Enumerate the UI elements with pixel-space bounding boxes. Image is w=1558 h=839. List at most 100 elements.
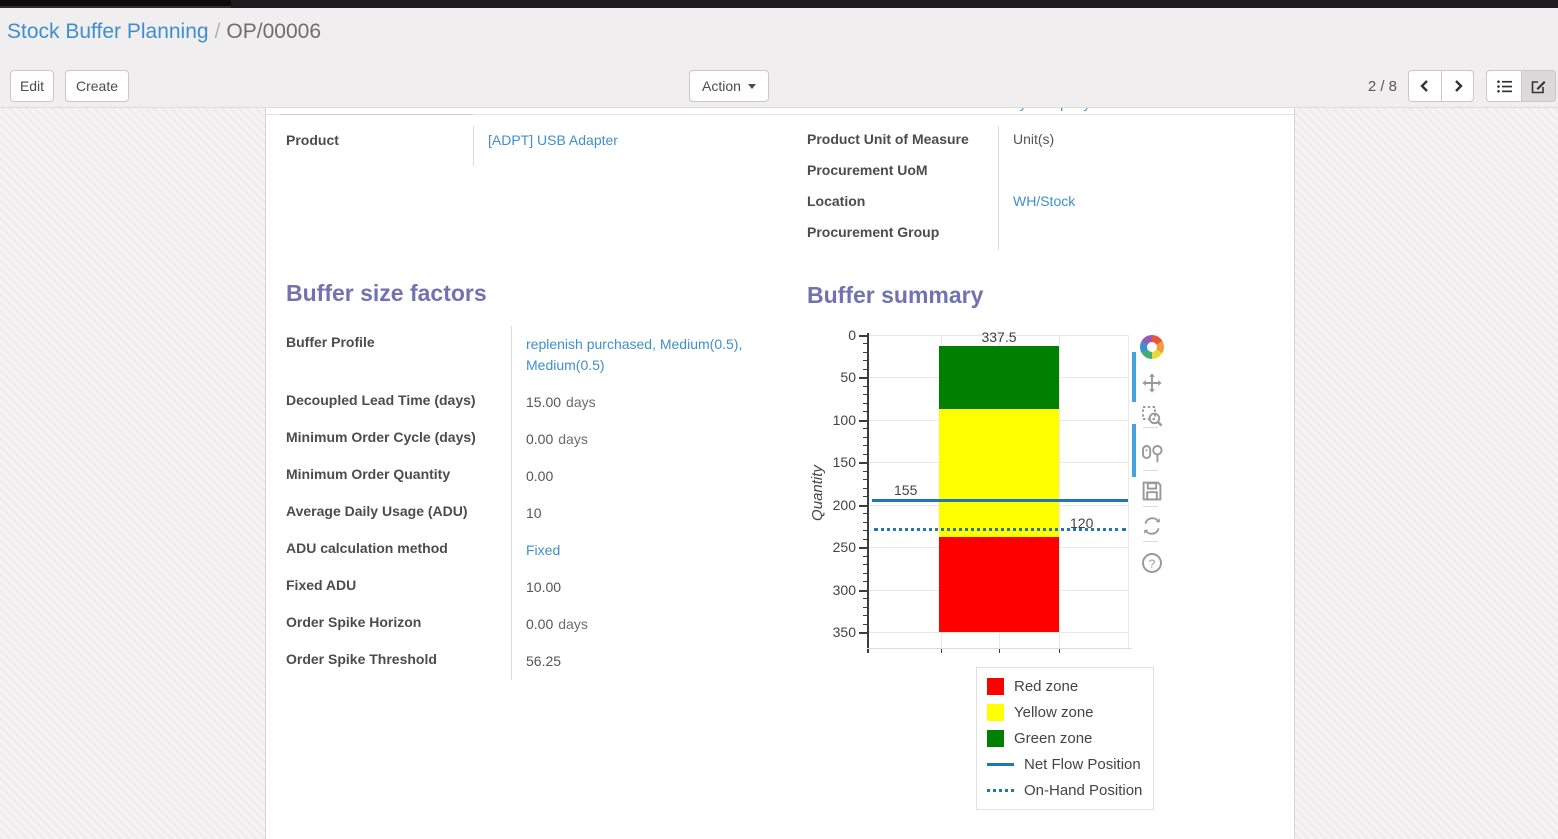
action-dropdown-button[interactable]: Action bbox=[689, 70, 769, 102]
field-value: 0.00 bbox=[511, 458, 776, 495]
form-view-background: My Company Product [ADPT] USB Adapter Pro… bbox=[0, 108, 1558, 839]
legend-item-on-hand-position[interactable]: On-Hand Position bbox=[977, 777, 1153, 803]
list-view-icon bbox=[1496, 79, 1512, 93]
chart-h-gridline bbox=[868, 335, 1129, 336]
chart-v-gridline bbox=[1059, 335, 1060, 648]
legend-item-green-zone[interactable]: Green zone bbox=[977, 725, 1153, 751]
field-value: 10 bbox=[511, 495, 776, 532]
save-icon[interactable] bbox=[1140, 479, 1164, 503]
chevron-left-icon bbox=[1420, 80, 1428, 92]
pan-icon[interactable] bbox=[1140, 371, 1164, 395]
buffer-summary-title: Buffer summary bbox=[807, 282, 984, 308]
top-navbar bbox=[0, 0, 1558, 8]
form-view-icon bbox=[1531, 80, 1546, 93]
chart-bar-green-zone bbox=[939, 345, 1059, 410]
field-value-link[interactable]: Fixed bbox=[526, 542, 561, 558]
legend-label: Green zone bbox=[1014, 729, 1093, 747]
field-value: 15.00 days bbox=[511, 384, 776, 421]
chart-y-major-tick bbox=[859, 632, 868, 634]
clipped-company-value: My Company bbox=[1008, 108, 1128, 113]
field-label: Product bbox=[286, 132, 339, 148]
buffer-summary-chart: Quantity bbox=[806, 323, 1174, 668]
field-value-text: 56.25 bbox=[526, 653, 562, 669]
chart-on-hand-line bbox=[874, 528, 1126, 532]
legend-item-yellow-zone[interactable]: Yellow zone bbox=[977, 699, 1153, 725]
chart-y-major-tick bbox=[859, 589, 868, 592]
breadcrumb-parent-link[interactable]: Stock Buffer Planning bbox=[7, 20, 209, 43]
chart-y-tick-label: 350 bbox=[832, 624, 856, 640]
chart-bar-value-label: 337.5 bbox=[981, 328, 1017, 345]
caret-down-icon bbox=[747, 83, 756, 89]
field-label: ADU calculation method bbox=[286, 540, 448, 556]
chart-y-minor-tick bbox=[863, 521, 868, 523]
chart-y-minor-tick bbox=[863, 445, 868, 447]
field-label: Buffer Profile bbox=[286, 334, 375, 350]
field-label: Order Spike Threshold bbox=[286, 651, 437, 667]
modebar-divider bbox=[1143, 541, 1158, 542]
chart-y-major-tick bbox=[859, 462, 868, 465]
chart-x-axis bbox=[867, 648, 1132, 649]
field-suffix: days bbox=[566, 394, 596, 410]
chart-y-minor-tick bbox=[863, 572, 868, 574]
field-value: Unit(s) bbox=[998, 126, 1275, 157]
edit-button[interactable]: Edit bbox=[10, 70, 54, 102]
form-sheet: My Company Product [ADPT] USB Adapter Pro… bbox=[265, 108, 1295, 839]
chart-y-minor-tick bbox=[863, 428, 868, 430]
field-value: 0.00 days bbox=[511, 606, 776, 643]
chart-y-major-tick bbox=[859, 335, 868, 337]
breadcrumb-current: OP/00006 bbox=[226, 20, 321, 43]
chart-line-value-label: 155 bbox=[894, 482, 918, 499]
chart-y-minor-tick bbox=[863, 402, 868, 404]
compare-hover-icon[interactable] bbox=[1140, 443, 1164, 467]
legend-item-red-zone[interactable]: Red zone bbox=[977, 673, 1153, 699]
chart-y-tick-label: 300 bbox=[832, 581, 856, 598]
chart-y-minor-tick bbox=[863, 598, 868, 600]
svg-text:?: ? bbox=[1149, 557, 1156, 571]
chart-y-minor-tick bbox=[863, 615, 868, 617]
chart-line-value-label: 120 bbox=[1070, 515, 1094, 532]
breadcrumb: Stock Buffer Planning / OP/00006 bbox=[7, 20, 321, 44]
field-value-link[interactable]: replenish purchased, Medium(0.5), Medium… bbox=[526, 336, 743, 373]
field-value-text: Unit(s) bbox=[1013, 131, 1055, 147]
pager-next-button[interactable] bbox=[1441, 70, 1474, 102]
form-view-button[interactable] bbox=[1521, 70, 1556, 102]
box-zoom-icon[interactable] bbox=[1140, 404, 1164, 428]
chart-bar-red-zone bbox=[939, 536, 1059, 632]
chart-y-major-tick bbox=[859, 504, 868, 507]
chart-y-minor-tick bbox=[863, 606, 868, 608]
field-value-link[interactable]: [ADPT] USB Adapter bbox=[488, 132, 618, 148]
modebar-active-indicator bbox=[1132, 352, 1136, 402]
reset-axes-icon[interactable] bbox=[1140, 514, 1164, 538]
chart-x-tick bbox=[1059, 649, 1060, 653]
field-value: WH/Stock bbox=[998, 188, 1275, 219]
field-value: Fixed bbox=[511, 532, 776, 569]
field-value-text: 15.00 bbox=[526, 394, 562, 410]
chart-y-minor-tick bbox=[863, 453, 868, 455]
chevron-right-icon bbox=[1454, 80, 1463, 92]
chart-y-tick-label: 250 bbox=[832, 539, 856, 556]
pager-previous-button[interactable] bbox=[1408, 70, 1441, 102]
chart-y-minor-tick bbox=[863, 360, 868, 362]
modebar-divider bbox=[1143, 470, 1158, 471]
field-value-text: 0.00 bbox=[526, 616, 554, 632]
legend-item-net-flow-position[interactable]: Net Flow Position bbox=[977, 751, 1153, 777]
legend-label: Net Flow Position bbox=[1024, 755, 1141, 773]
field-value bbox=[998, 219, 1275, 250]
create-button[interactable]: Create bbox=[65, 70, 129, 102]
chart-y-minor-tick bbox=[863, 385, 868, 387]
chart-h-gridline bbox=[868, 632, 1129, 633]
plotly-logo-icon[interactable] bbox=[1140, 335, 1164, 359]
help-icon[interactable]: ? bbox=[1140, 551, 1164, 575]
field-label: Order Spike Horizon bbox=[286, 614, 422, 630]
field-label: Average Daily Usage (ADU) bbox=[286, 503, 468, 519]
field-label: Minimum Order Quantity bbox=[286, 466, 451, 482]
chart-y-tick-label: 200 bbox=[832, 496, 856, 513]
field-label: Procurement Group bbox=[807, 224, 940, 240]
list-view-button[interactable] bbox=[1486, 70, 1521, 102]
legend-label: Yellow zone bbox=[1014, 703, 1094, 721]
field-value: 0.00 days bbox=[511, 421, 776, 458]
uom-location-field-group: Product Unit of Measure Unit(s) Procuremen… bbox=[807, 126, 1275, 250]
chart-y-minor-tick bbox=[863, 530, 868, 532]
legend-swatch bbox=[987, 677, 1004, 695]
field-value-link[interactable]: WH/Stock bbox=[1013, 193, 1076, 209]
